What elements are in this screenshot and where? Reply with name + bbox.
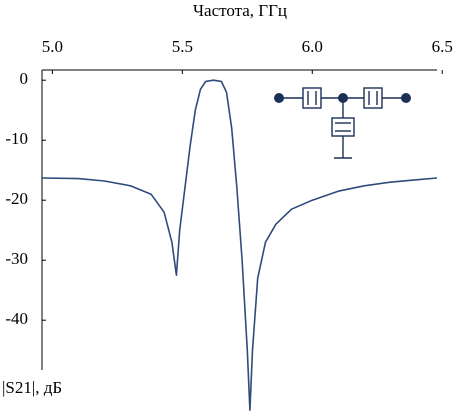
circuit-icon [274, 87, 411, 159]
y-tick-label: -10 [5, 129, 28, 148]
y-tick-label: -30 [5, 249, 28, 268]
y-tick-label: -20 [5, 189, 28, 208]
line [41, 79, 438, 411]
y-tick-label: -40 [5, 309, 28, 328]
x-tick-label: 6.5 [432, 37, 453, 56]
x-tick-label: 5.5 [172, 37, 193, 56]
x-tick-label: 5.0 [42, 37, 63, 56]
x-axis-title: Частота, ГГц [193, 1, 287, 20]
y-axis-title: |S21|, дБ [2, 378, 62, 397]
y-tick-label: 0 [20, 69, 29, 88]
x-tick-label: 6.0 [302, 37, 323, 56]
